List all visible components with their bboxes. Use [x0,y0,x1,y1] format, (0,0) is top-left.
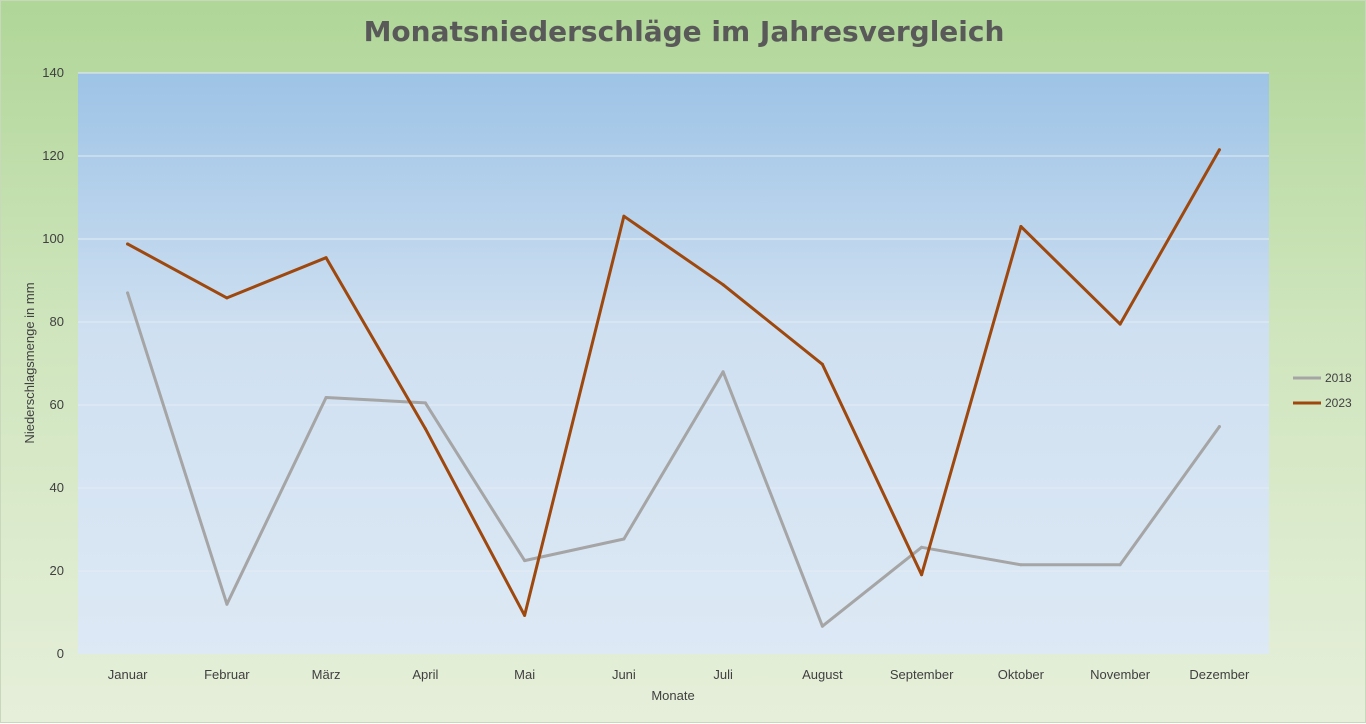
data-point-2018 [423,401,427,405]
chart-title: Monatsniederschläge im Jahresvergleich [363,15,1005,48]
data-point-2023 [622,214,626,218]
data-point-2018 [1118,563,1122,567]
data-point-2018 [1019,563,1023,567]
data-point-2023 [324,256,328,260]
x-tick-label: Mai [514,667,535,682]
data-point-2023 [126,242,130,246]
y-tick-label: 0 [57,646,64,661]
x-tick-label: Februar [204,667,250,682]
data-point-2018 [324,396,328,399]
data-point-2023 [721,283,725,287]
data-point-2018 [225,602,229,606]
y-tick-label: 20 [50,563,64,578]
x-tick-label: April [412,667,438,682]
data-point-2018 [920,545,924,549]
y-tick-label: 40 [50,480,64,495]
x-axis-title: Monate [651,688,694,703]
x-tick-label: Juli [713,667,733,682]
legend: 2018 2023 [1293,371,1352,410]
legend-label-2018: 2018 [1325,371,1352,385]
x-tick-label: März [312,667,341,682]
series-line-2018 [126,291,1221,628]
x-tick-label: Dezember [1189,667,1250,682]
data-point-2018 [523,559,527,563]
x-tick-label: November [1090,667,1151,682]
data-point-2023 [1217,148,1221,152]
y-axis-title: Niederschlagsmenge in mm [22,282,37,443]
x-tick-label: Juni [612,667,636,682]
data-point-2023 [1118,322,1122,326]
plot-area [78,73,1269,654]
data-point-2023 [523,613,527,617]
series-line-2023 [126,148,1221,617]
data-point-2023 [1019,225,1023,228]
legend-label-2023: 2023 [1325,396,1352,410]
data-point-2018 [820,624,824,628]
x-tick-label: Januar [108,667,148,682]
y-tick-label: 140 [42,65,64,80]
y-tick-label: 80 [50,314,64,329]
data-point-2023 [225,296,229,300]
x-tick-label: September [890,667,954,682]
x-tick-label: August [802,667,843,682]
y-tick-label: 60 [50,397,64,412]
data-point-2018 [126,291,130,295]
data-point-2018 [622,537,626,541]
y-tick-label: 120 [42,148,64,163]
data-point-2023 [423,427,427,431]
data-point-2023 [820,362,824,366]
data-point-2018 [721,370,725,374]
x-tick-label: Oktober [998,667,1045,682]
data-point-2023 [920,573,924,577]
y-tick-label: 100 [42,231,64,246]
data-point-2018 [1217,425,1221,429]
